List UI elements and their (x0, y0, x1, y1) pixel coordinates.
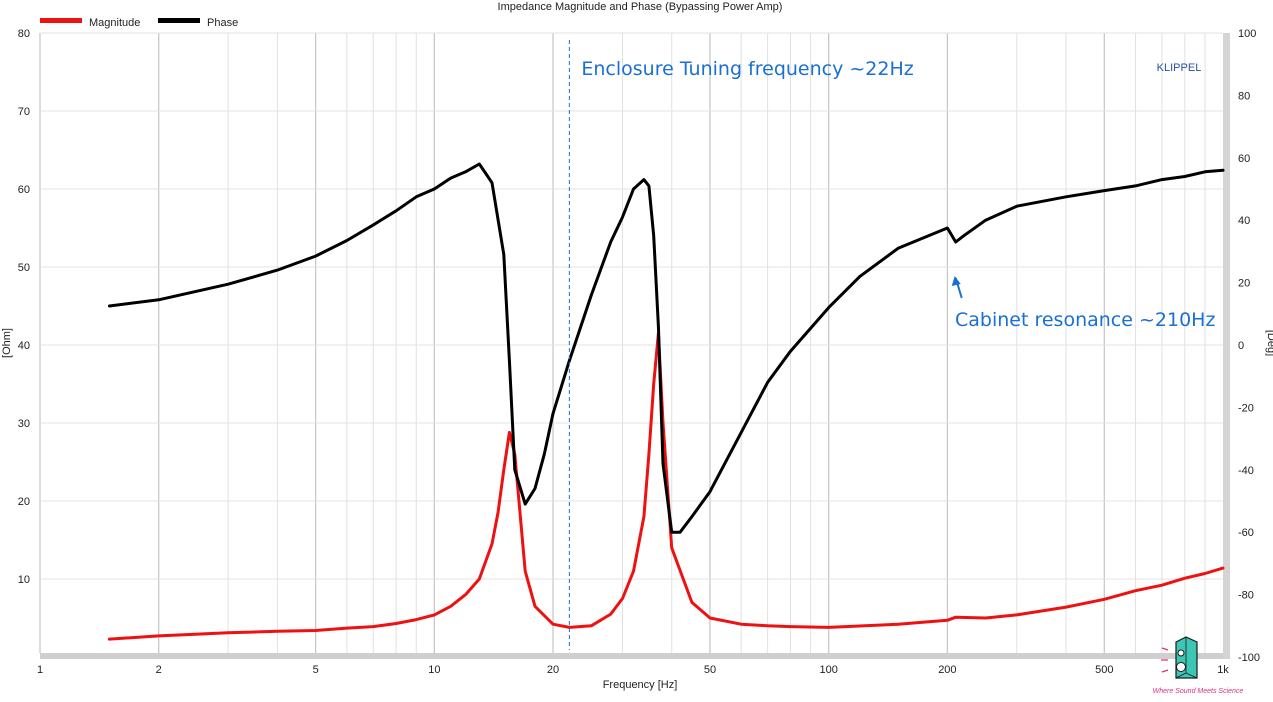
y-left-tick-label: 10 (18, 574, 30, 586)
legend-swatch-magnitude (40, 18, 82, 23)
chart-title: Impedance Magnitude and Phase (Bypassing… (498, 1, 783, 13)
x-tick-label: 20 (547, 664, 559, 676)
tick-labels: 1 2 5 10 20 50 100 200 500 1k1020304050607080-100… (18, 28, 1260, 676)
y-left-tick-label: 60 (18, 184, 30, 196)
logo-caption: Where Sound Meets Science (1153, 688, 1244, 695)
cabinet-resonance-arrow-head (951, 276, 961, 286)
x-axis-title: Frequency [Hz] (603, 679, 678, 691)
y-axis-left-title: [Ohm] (1, 328, 13, 358)
x-tick-label: 50 (704, 664, 716, 676)
series-line-phase (107, 162, 1225, 534)
y-left-tick-label: 20 (18, 496, 30, 508)
plot-bottom-strip (40, 653, 1223, 659)
sound-wave-icon (1161, 647, 1169, 673)
plot-area (40, 33, 1223, 653)
klippel-logo: Where Sound Meets Science (1153, 636, 1244, 695)
speaker-box-icon (1175, 636, 1198, 679)
y-right-tick-label: -20 (1238, 402, 1254, 414)
y-right-tick-label: -80 (1238, 590, 1254, 602)
x-tick-label: 5 (313, 664, 319, 676)
y-axis-right-title: [Deg] (1265, 330, 1273, 356)
y-right-tick-label: -100 (1238, 652, 1260, 664)
y-right-tick-label: -60 (1238, 527, 1254, 539)
legend: Magnitude Phase (40, 17, 238, 29)
speaker-woofer-icon (1176, 662, 1186, 672)
y-right-tick-label: 0 (1238, 340, 1244, 352)
annotation-layer: Enclosure Tuning frequency ~22Hz Cabinet … (568, 40, 1215, 650)
speaker-tweeter-icon (1177, 649, 1185, 657)
y-right-tick-label: -40 (1238, 465, 1254, 477)
plot-right-strip (1223, 33, 1230, 659)
legend-swatch-phase (158, 18, 200, 23)
y-right-tick-label: 20 (1238, 278, 1250, 290)
legend-label-magnitude: Magnitude (89, 17, 140, 29)
x-tick-label: 1 (37, 664, 43, 676)
x-tick-label: 1k (1217, 664, 1229, 676)
x-tick-label: 100 (819, 664, 837, 676)
klippel-brand: KLIPPEL (1157, 62, 1202, 74)
series-layer (107, 162, 1225, 641)
x-tick-label: 2 (156, 664, 162, 676)
y-left-tick-label: 30 (18, 418, 30, 430)
series-line-magnitude (107, 331, 1225, 641)
cabinet-resonance-annotation: Cabinet resonance ~210Hz (955, 309, 1215, 331)
y-left-tick-label: 40 (18, 340, 30, 352)
x-tick-label: 500 (1095, 664, 1113, 676)
legend-label-phase: Phase (207, 17, 238, 29)
y-right-tick-label: 100 (1238, 28, 1256, 40)
y-left-tick-label: 70 (18, 106, 30, 118)
y-left-tick-label: 50 (18, 262, 30, 274)
y-right-tick-label: 80 (1238, 90, 1250, 102)
y-left-tick-label: 80 (18, 28, 30, 40)
x-tick-label: 10 (428, 664, 440, 676)
tuning-frequency-annotation: Enclosure Tuning frequency ~22Hz (581, 58, 913, 80)
y-right-tick-label: 60 (1238, 153, 1250, 165)
y-right-tick-label: 40 (1238, 215, 1250, 227)
x-tick-label: 200 (938, 664, 956, 676)
